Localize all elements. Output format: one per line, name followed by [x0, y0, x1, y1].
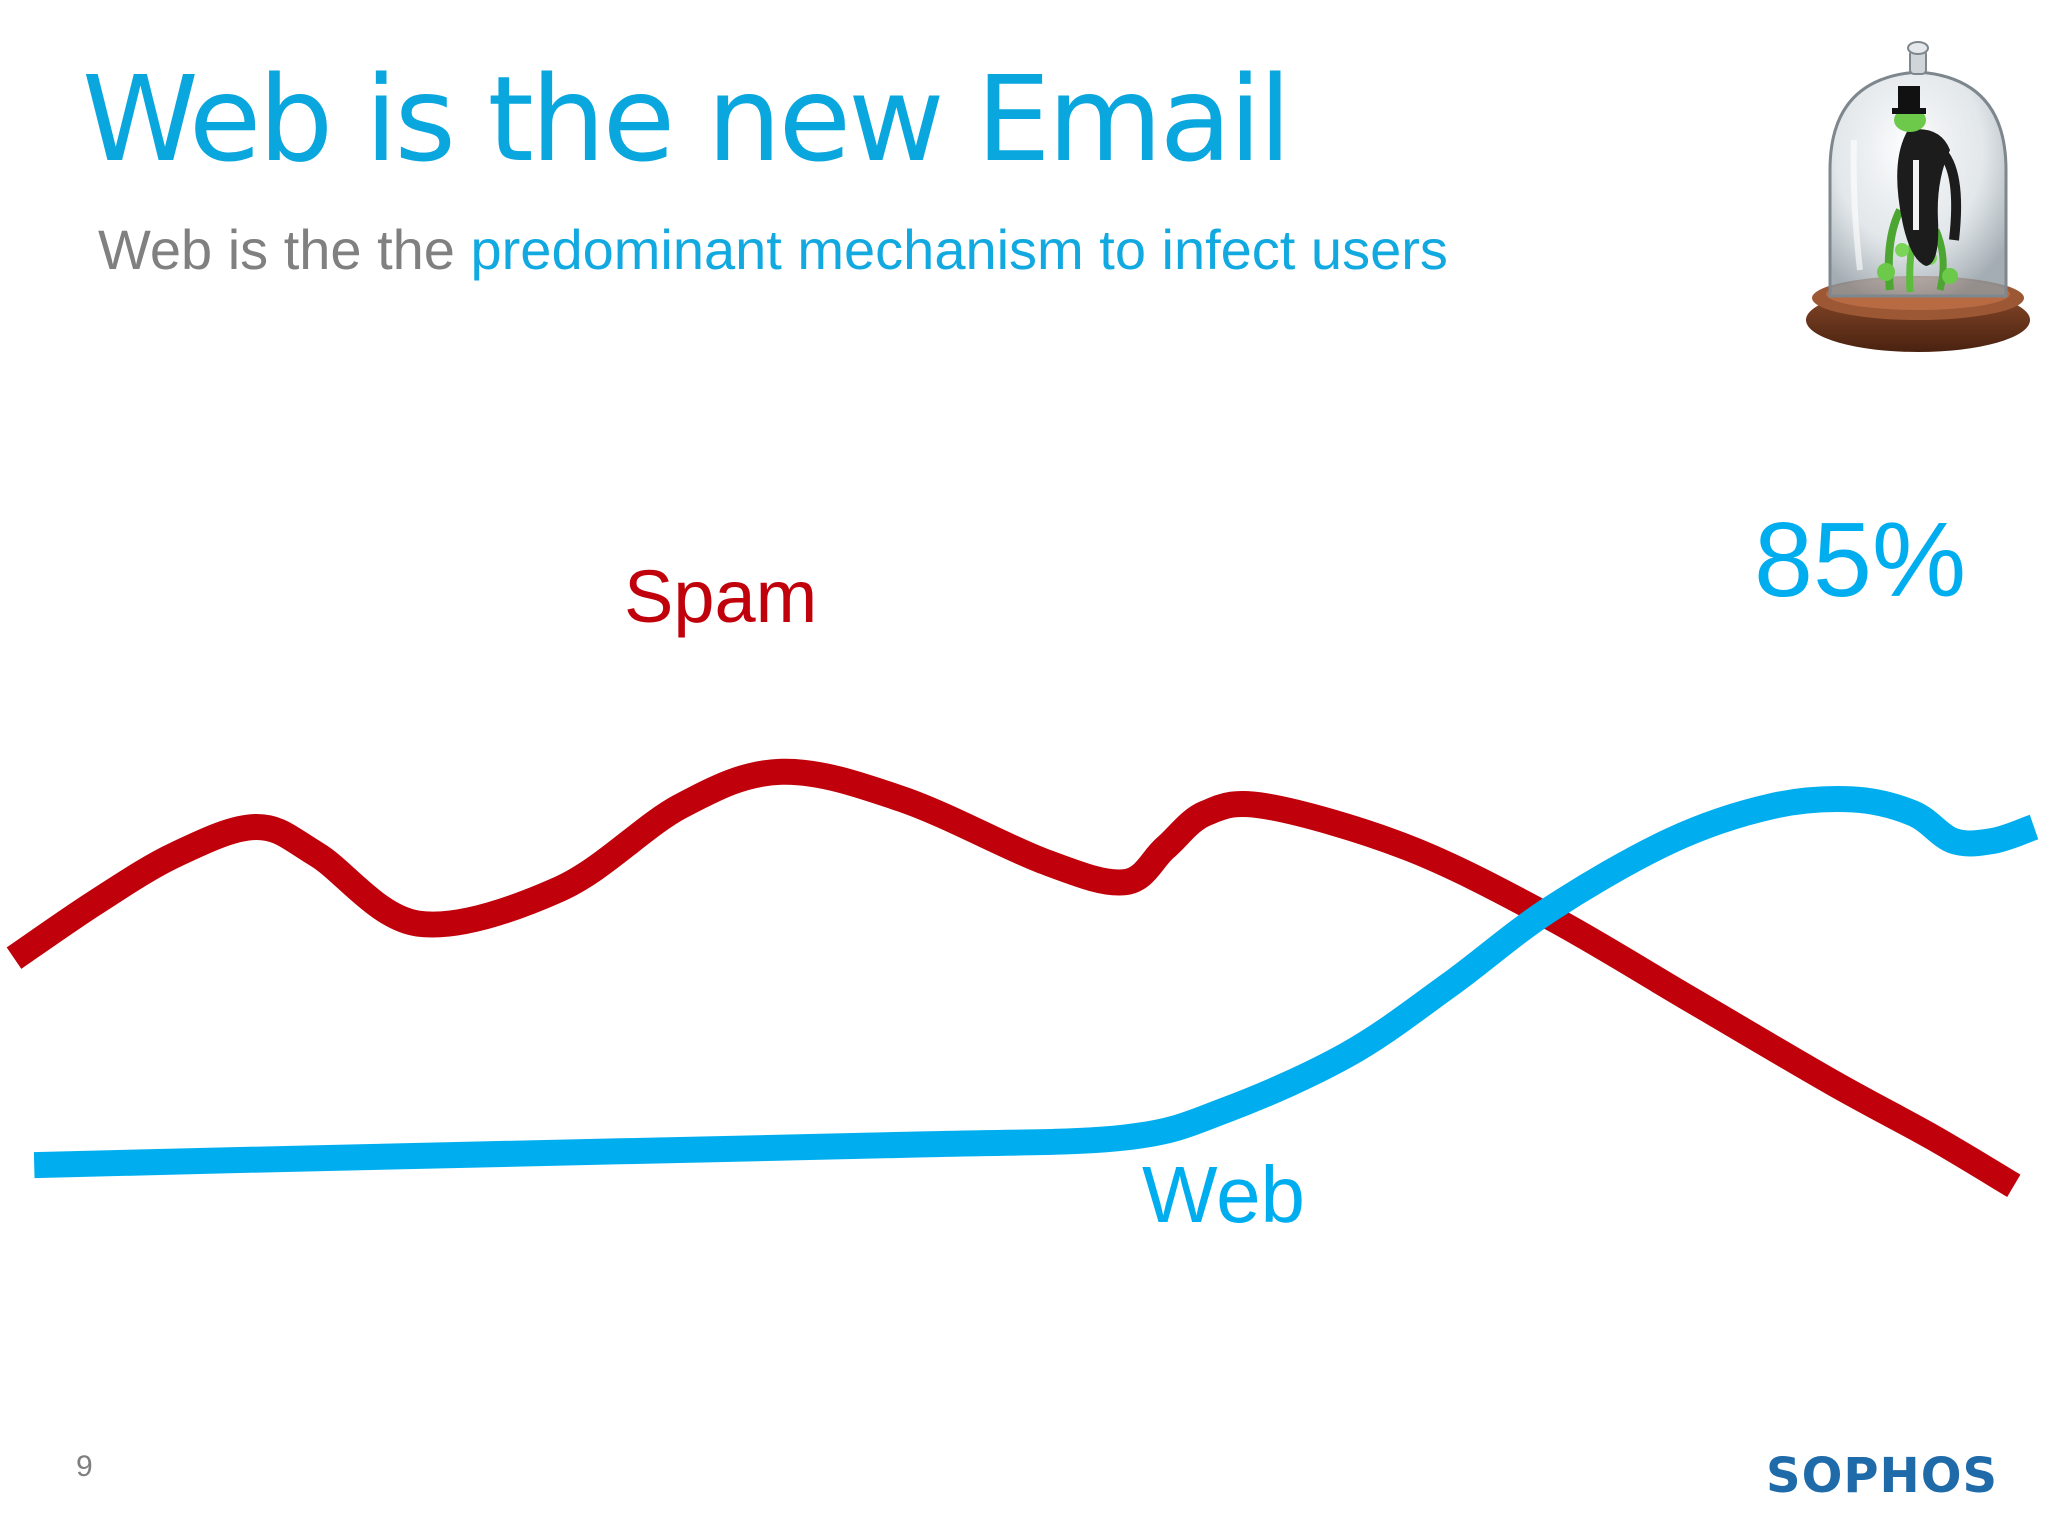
slide-subtitle: Web is the the predominant mechanism to … — [98, 216, 1448, 283]
bell-jar-character-icon — [1806, 41, 2030, 352]
subtitle-highlight: predominant mechanism to infect users — [470, 218, 1448, 281]
web-series-label: Web — [1142, 1150, 1305, 1239]
bell-jar-illustration — [1790, 20, 2048, 380]
subtitle-prefix: Web is the the — [98, 218, 455, 281]
sophos-logo: SOPHOS — [1766, 1448, 1999, 1504]
web-series-line — [33, 786, 2039, 1179]
web-percent-label: 85% — [1754, 501, 1966, 619]
page-number: 9 — [76, 1450, 93, 1483]
spam-series-label: Spam — [624, 555, 817, 638]
spam-series-line — [6, 758, 2021, 1197]
slide-title: Web is the new Email — [82, 50, 1291, 188]
